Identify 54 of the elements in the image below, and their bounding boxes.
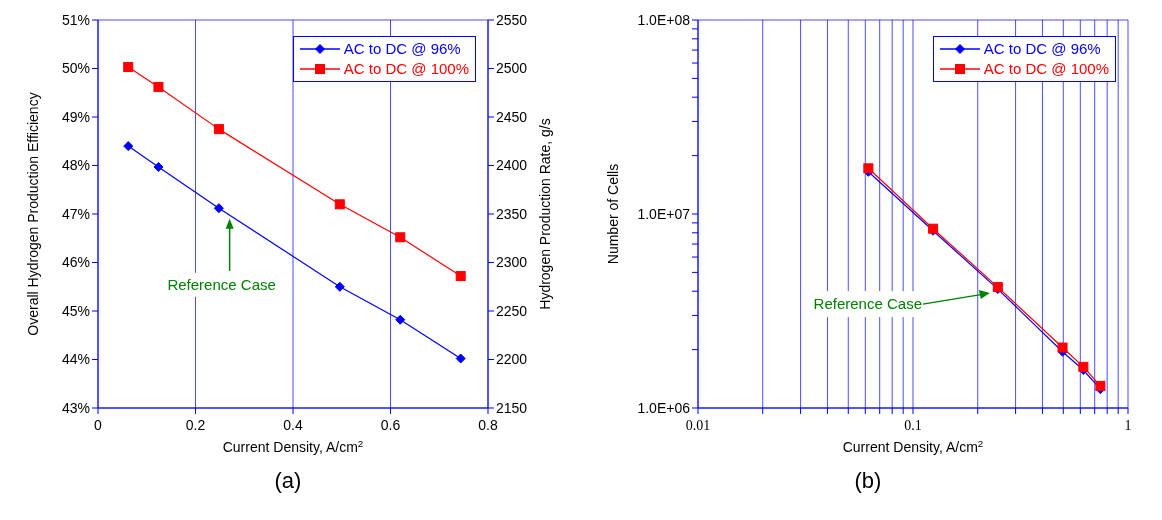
point	[455, 271, 466, 282]
y-tick-label: 49%	[61, 108, 90, 125]
y-axis-title: Overall Hydrogen Production Efficiency	[25, 92, 41, 336]
y-tick-label: 50%	[61, 60, 90, 77]
annotation: Reference Case	[167, 275, 276, 293]
legend-label: AC to DC @ 100%	[983, 59, 1109, 79]
legend-label: AC to DC @ 96%	[343, 39, 461, 59]
y2-tick-label: 2550	[496, 11, 528, 28]
y-tick-label: 48%	[61, 157, 90, 174]
point	[334, 281, 345, 292]
x-tick-label: 0.6	[380, 417, 401, 433]
legend-label: AC to DC @ 100%	[343, 59, 469, 79]
point	[395, 314, 406, 325]
legend-label: AC to DC @ 96%	[983, 39, 1101, 59]
x-axis-title: Current Density, A/cm$^{2}$	[222, 437, 364, 455]
y-tick-label: 47%	[61, 205, 90, 222]
y-tick-label: 46%	[61, 254, 90, 271]
y-tick-label: 51%	[61, 11, 90, 28]
x-tick-label: 1	[1124, 418, 1132, 433]
text: (b)	[854, 468, 882, 493]
y2-tick-label: 2300	[496, 254, 528, 271]
y-tick-label: 1.0E+07	[637, 205, 691, 222]
y-tick-label: 45%	[61, 302, 90, 319]
x-tick-label: 0	[94, 417, 103, 433]
text: (a)	[274, 468, 302, 493]
y2-axis-title: Hydrogen Production Rate, g/s	[537, 118, 553, 310]
point	[213, 124, 224, 135]
x-tick-label: 0.2	[185, 417, 206, 433]
y2-tick-label: 2500	[496, 60, 528, 77]
y-axis-title: Number of Cells	[605, 163, 621, 265]
y-tick-label: 1.0E+08	[637, 11, 691, 28]
y2-tick-label: 2400	[496, 157, 528, 174]
y2-tick-label: 2150	[496, 399, 528, 416]
x-tick-label: 0.4	[283, 417, 303, 433]
x-tick-label: 0.8	[478, 417, 498, 433]
y-tick-label: 1.0E+06	[637, 399, 691, 416]
y-tick-label: 44%	[61, 351, 90, 368]
y2-tick-label: 2450	[496, 108, 528, 125]
point	[123, 62, 134, 73]
x-axis-title: Current Density, A/cm$^{2}$	[842, 437, 984, 455]
y2-tick-label: 2250	[496, 302, 528, 319]
annotation: Reference Case	[813, 295, 923, 313]
y-tick-label: 43%	[61, 399, 90, 416]
point	[455, 353, 466, 364]
y2-tick-label: 2200	[496, 351, 528, 368]
x-tick-label: 0.01	[685, 418, 711, 433]
point	[334, 199, 345, 210]
point	[123, 141, 134, 152]
point	[153, 81, 164, 92]
y2-tick-label: 2350	[496, 205, 528, 222]
point	[153, 161, 164, 172]
x-tick-label: 0.1	[904, 418, 922, 433]
point	[395, 232, 406, 243]
point	[213, 203, 224, 214]
